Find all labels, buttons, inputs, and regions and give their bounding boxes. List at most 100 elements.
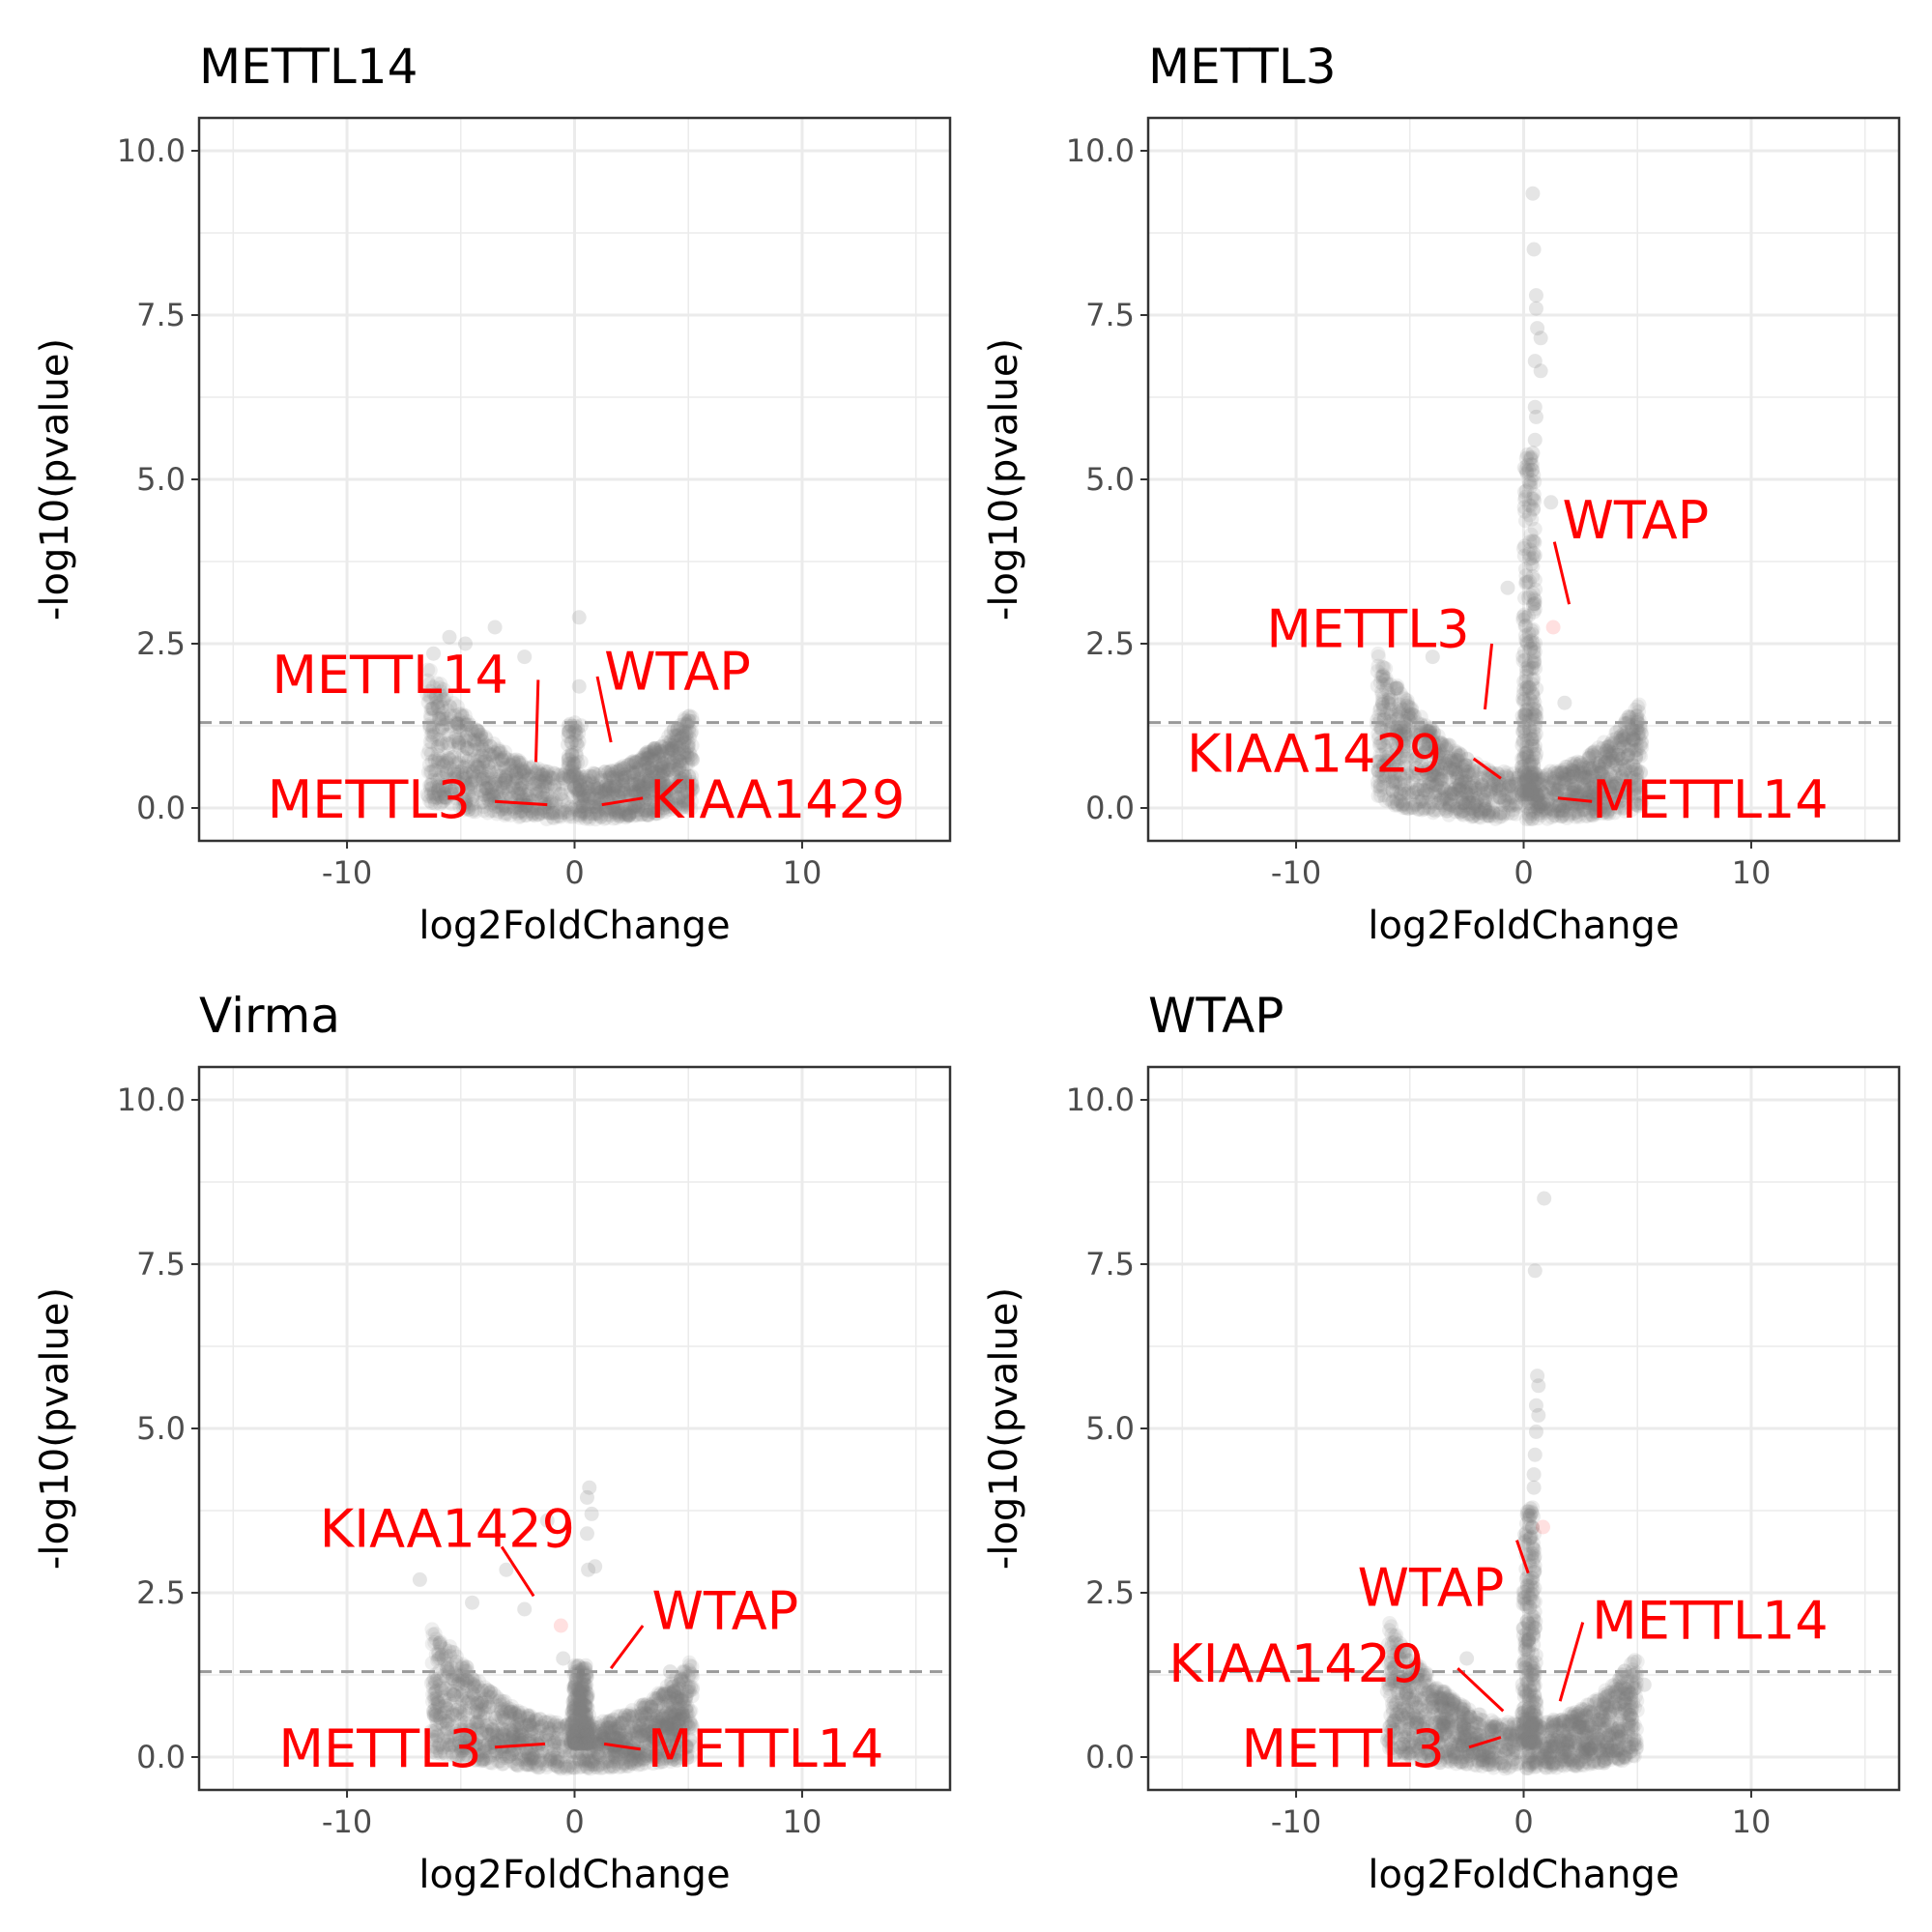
- data-point: [439, 754, 454, 769]
- data-point: [577, 772, 592, 788]
- data-point: [1527, 707, 1543, 723]
- data-point: [680, 799, 696, 815]
- data-point: [632, 771, 648, 787]
- data-point: [1573, 776, 1589, 792]
- data-point: [1628, 702, 1643, 717]
- data-point: [576, 1675, 591, 1690]
- data-point: [1422, 760, 1437, 775]
- data-point: [1525, 502, 1541, 517]
- data-point: [449, 699, 465, 714]
- data-point: [463, 1722, 478, 1738]
- data-point: [632, 1721, 648, 1737]
- data-point: [661, 1686, 677, 1701]
- data-layer: [1379, 1191, 1652, 1776]
- data-point: [1629, 747, 1644, 763]
- data-point: [466, 1686, 481, 1701]
- data-point: [421, 717, 437, 733]
- data-point: [566, 756, 582, 771]
- data-point: [1629, 733, 1644, 748]
- data-point: [678, 794, 694, 810]
- data-point: [421, 742, 437, 758]
- data-point: [646, 1756, 661, 1772]
- data-point: [1577, 765, 1593, 781]
- data-point: [432, 751, 447, 766]
- data-point: [1442, 797, 1457, 813]
- data-point: [528, 775, 543, 791]
- data-point: [1399, 786, 1415, 801]
- data-point: [1456, 775, 1472, 791]
- data-point: [658, 785, 674, 800]
- data-point: [1556, 764, 1572, 780]
- data-point: [593, 1743, 609, 1758]
- data-point: [1628, 750, 1643, 765]
- data-point: [676, 1663, 691, 1679]
- data-point: [1464, 780, 1480, 795]
- outlier-point: [1525, 186, 1541, 201]
- data-point: [1474, 777, 1489, 793]
- data-point: [477, 730, 493, 745]
- data-point: [536, 791, 552, 806]
- data-point: [533, 784, 548, 799]
- data-point: [623, 1752, 639, 1768]
- data-point: [613, 1716, 628, 1731]
- data-point: [1517, 492, 1533, 507]
- data-point: [452, 1717, 468, 1733]
- data-point: [658, 1738, 674, 1753]
- data-point: [1445, 786, 1460, 801]
- data-point: [673, 1692, 688, 1708]
- data-point: [522, 760, 537, 775]
- data-point: [600, 771, 616, 787]
- data-point: [1613, 783, 1629, 798]
- data-point: [578, 1734, 593, 1749]
- data-point: [454, 770, 470, 786]
- data-point: [1426, 785, 1441, 800]
- data-point: [620, 1733, 636, 1748]
- data-point: [1429, 775, 1445, 791]
- data-point: [490, 1707, 505, 1722]
- data-point: [611, 1745, 626, 1761]
- data-point: [623, 1723, 639, 1739]
- data-point: [625, 800, 641, 816]
- data-point: [1473, 770, 1488, 786]
- data-point: [1519, 739, 1535, 755]
- data-point: [486, 1747, 502, 1763]
- data-point: [488, 777, 504, 793]
- data-point: [1397, 721, 1412, 736]
- data-point: [589, 806, 604, 822]
- data-point: [1417, 800, 1432, 816]
- data-point: [1482, 808, 1497, 823]
- data-point: [580, 1730, 595, 1745]
- data-point: [537, 774, 553, 790]
- data-point: [677, 742, 692, 758]
- data-point: [421, 778, 437, 793]
- data-point: [1521, 777, 1537, 793]
- data-point: [562, 769, 577, 785]
- data-point: [618, 769, 633, 785]
- data-point: [1509, 770, 1524, 786]
- data-point: [676, 1710, 691, 1725]
- data-point: [655, 800, 671, 816]
- data-point: [1417, 744, 1432, 760]
- data-point: [424, 795, 440, 811]
- gene-label: METTL3: [1266, 598, 1469, 659]
- data-point: [663, 1750, 678, 1766]
- data-point: [649, 779, 665, 794]
- data-point: [1603, 738, 1619, 754]
- data-point: [578, 1698, 593, 1714]
- data-point: [1398, 800, 1413, 816]
- data-point: [581, 1727, 596, 1743]
- data-point: [564, 1744, 580, 1759]
- data-point: [1419, 764, 1434, 780]
- data-point: [1477, 793, 1492, 808]
- data-point: [640, 1743, 655, 1758]
- data-point: [424, 1622, 440, 1637]
- data-point: [1430, 1745, 1446, 1761]
- data-point: [461, 801, 476, 817]
- x-tick-label: 10: [783, 854, 822, 891]
- data-point: [614, 763, 629, 778]
- data-point: [564, 1709, 580, 1724]
- data-point: [566, 1727, 582, 1743]
- data-point: [579, 1678, 594, 1693]
- data-point: [656, 1687, 672, 1702]
- data-point: [1453, 802, 1468, 818]
